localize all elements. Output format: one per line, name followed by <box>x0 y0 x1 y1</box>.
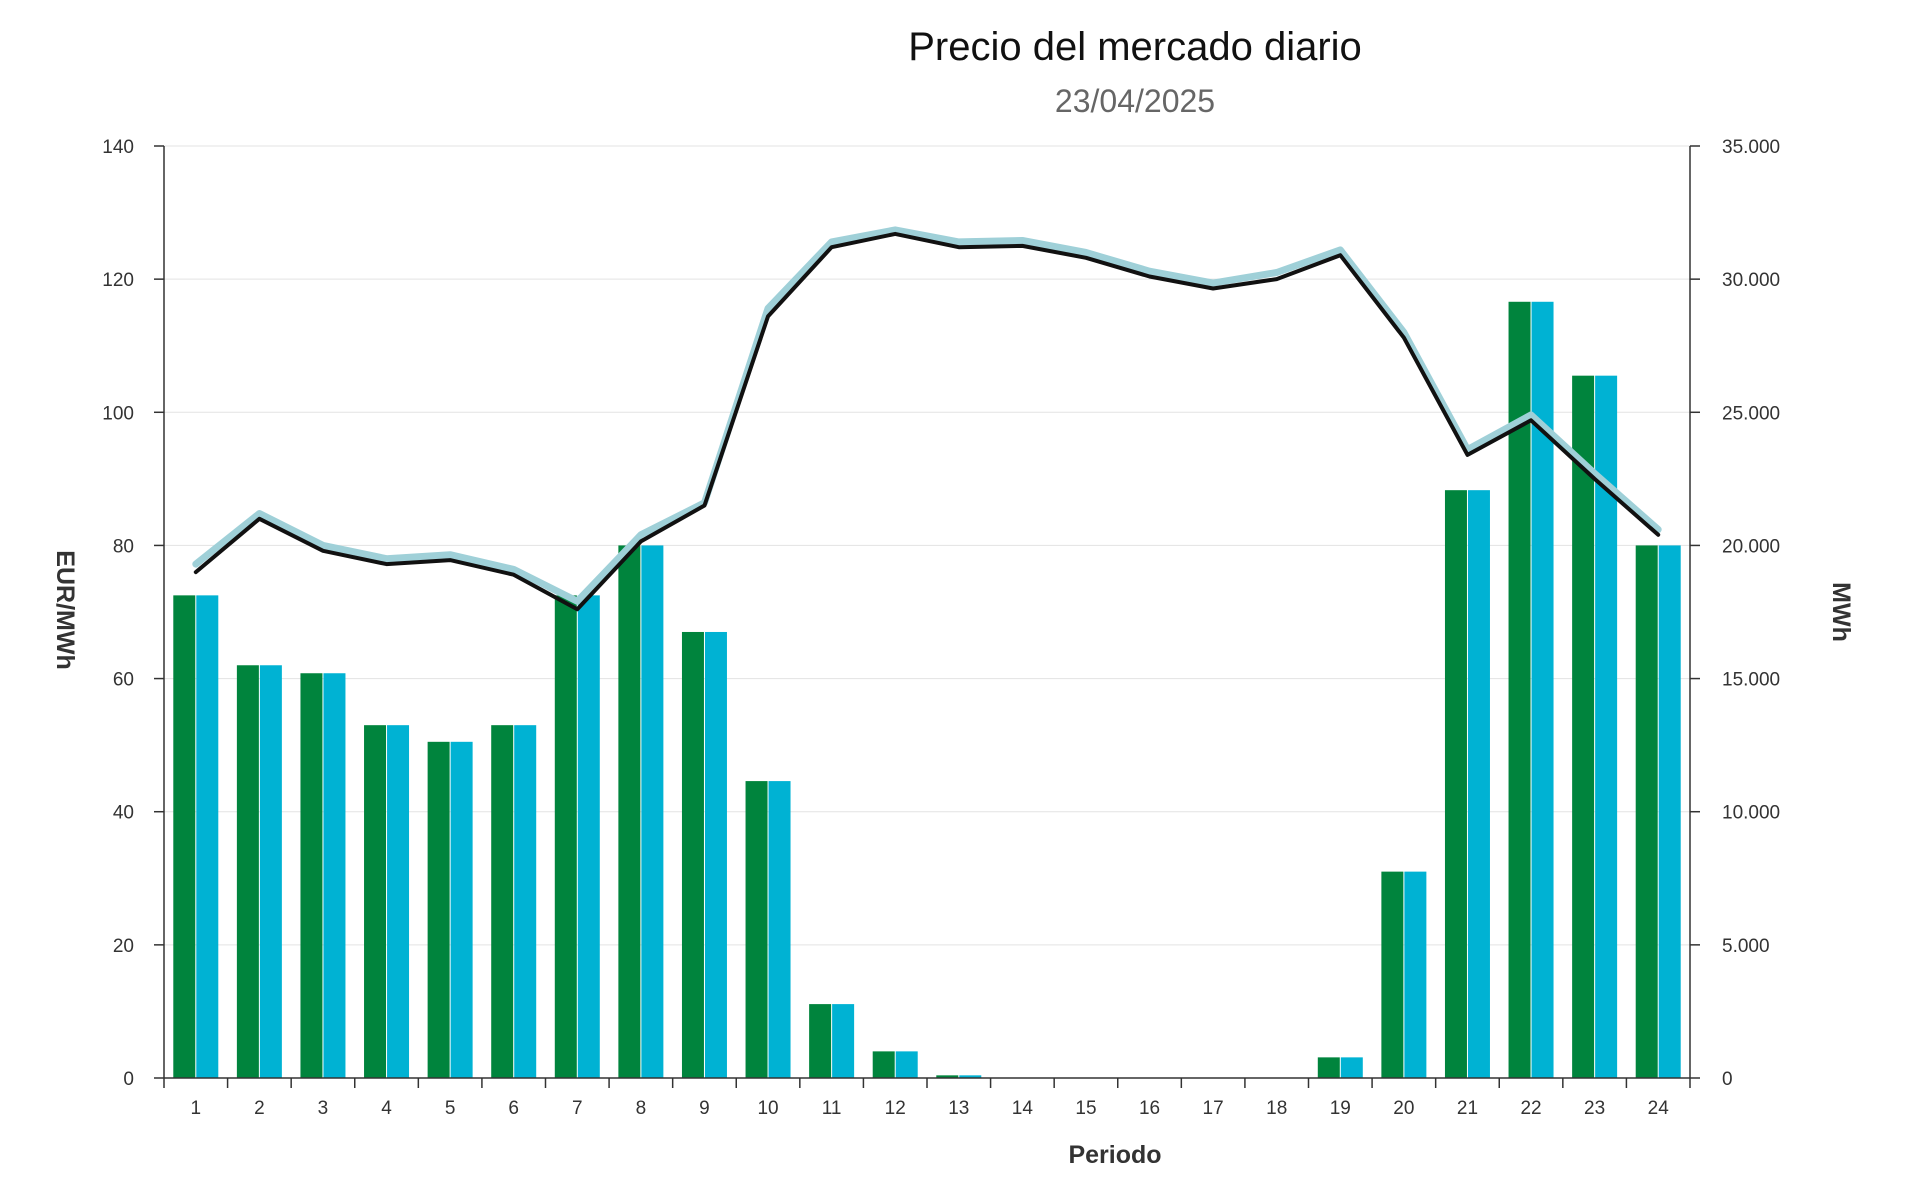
bar-series-1-period-24 <box>1658 545 1681 1078</box>
bar-series-0-period-7 <box>554 595 577 1078</box>
bar-series-1-period-20 <box>1404 871 1427 1078</box>
x-tick-label: 8 <box>636 1098 647 1119</box>
line-series-3 <box>192 226 1662 605</box>
bar-series-1-period-6 <box>514 725 537 1078</box>
x-tick-label: 15 <box>1075 1098 1096 1119</box>
x-tick-label: 9 <box>699 1098 710 1119</box>
y-tick-label: 20 <box>113 936 134 957</box>
x-tick-label: 17 <box>1203 1098 1224 1119</box>
y-tick-label: 80 <box>113 536 134 557</box>
line-layer <box>192 226 1662 612</box>
y-tick-label: 120 <box>102 270 134 291</box>
bar-series-0-period-12 <box>872 1051 895 1078</box>
bar-layer <box>173 301 1681 1079</box>
x-tick-label: 23 <box>1584 1098 1605 1119</box>
bar-series-0-period-24 <box>1635 545 1658 1078</box>
x-tick-label: 3 <box>318 1098 329 1119</box>
bar-series-0-period-21 <box>1444 490 1467 1078</box>
bar-series-0-period-2 <box>236 665 259 1078</box>
x-tick-label: 10 <box>757 1098 778 1119</box>
bar-series-1-period-1 <box>196 595 219 1078</box>
x-tick-label: 13 <box>948 1098 969 1119</box>
y-tick-label: 140 <box>102 137 134 158</box>
bar-series-1-period-7 <box>577 595 600 1078</box>
axis-layer: 02040608010012014005.00010.00015.00020.0… <box>102 137 1780 1119</box>
y2-tick-label: 30.000 <box>1722 270 1780 291</box>
bar-series-0-period-1 <box>173 595 196 1078</box>
line-series-2 <box>193 231 1661 612</box>
bar-series-1-period-10 <box>768 781 791 1078</box>
x-tick-label: 16 <box>1139 1098 1160 1119</box>
x-tick-label: 4 <box>381 1098 392 1119</box>
bar-series-0-period-3 <box>300 673 323 1078</box>
x-tick-label: 20 <box>1393 1098 1414 1119</box>
x-tick-label: 22 <box>1520 1098 1541 1119</box>
x-tick-label: 21 <box>1457 1098 1478 1119</box>
bar-series-1-period-23 <box>1595 375 1618 1079</box>
bar-series-0-period-4 <box>364 725 387 1078</box>
bar-series-0-period-13 <box>936 1075 959 1078</box>
bar-series-1-period-19 <box>1340 1057 1363 1078</box>
y2-axis-title: MWh <box>1827 582 1855 642</box>
bar-series-0-period-11 <box>809 1004 832 1078</box>
y2-tick-label: 25.000 <box>1722 403 1780 424</box>
x-tick-label: 14 <box>1012 1098 1034 1119</box>
bar-series-1-period-21 <box>1467 490 1490 1078</box>
bar-series-1-period-22 <box>1531 301 1554 1079</box>
bar-series-1-period-2 <box>259 665 282 1078</box>
bar-series-1-period-8 <box>641 545 664 1078</box>
bar-series-1-period-11 <box>832 1004 855 1078</box>
y-tick-label: 0 <box>123 1069 134 1090</box>
chart-subtitle: 23/04/2025 <box>1055 83 1215 119</box>
x-tick-label: 19 <box>1330 1098 1351 1119</box>
grid-layer <box>164 145 1690 946</box>
x-tick-label: 5 <box>445 1098 456 1119</box>
bar-series-1-period-4 <box>387 725 410 1078</box>
x-tick-label: 6 <box>508 1098 519 1119</box>
x-tick-label: 2 <box>254 1098 265 1119</box>
x-tick-label: 7 <box>572 1098 583 1119</box>
y2-tick-label: 15.000 <box>1722 670 1780 691</box>
bar-series-1-period-13 <box>959 1075 982 1078</box>
bar-series-0-period-8 <box>618 545 641 1078</box>
y2-tick-label: 10.000 <box>1722 803 1780 824</box>
x-tick-label: 18 <box>1266 1098 1287 1119</box>
y2-tick-label: 0 <box>1722 1069 1733 1090</box>
bar-series-0-period-10 <box>745 781 768 1078</box>
bar-series-1-period-9 <box>704 631 727 1078</box>
x-tick-label: 24 <box>1648 1098 1670 1119</box>
y-tick-label: 40 <box>113 803 134 824</box>
bar-series-1-period-12 <box>895 1051 918 1078</box>
bar-series-0-period-20 <box>1381 871 1404 1078</box>
bar-series-1-period-5 <box>450 741 473 1078</box>
x-tick-label: 1 <box>191 1098 202 1119</box>
bar-series-1-period-3 <box>323 673 346 1078</box>
bar-series-0-period-22 <box>1508 301 1531 1079</box>
bar-series-0-period-23 <box>1572 375 1595 1079</box>
x-axis-title: Periodo <box>1068 1141 1161 1169</box>
bar-series-0-period-19 <box>1317 1057 1340 1078</box>
y2-tick-label: 5.000 <box>1722 936 1770 957</box>
bar-series-0-period-6 <box>491 725 514 1078</box>
y-axis-title: EUR/MWh <box>51 550 79 669</box>
y2-tick-label: 20.000 <box>1722 536 1780 557</box>
y2-tick-label: 35.000 <box>1722 137 1780 158</box>
y-tick-label: 60 <box>113 670 134 691</box>
y-tick-label: 100 <box>102 403 134 424</box>
x-tick-label: 11 <box>822 1098 842 1119</box>
x-tick-label: 12 <box>885 1098 906 1119</box>
bar-series-0-period-5 <box>427 741 450 1078</box>
chart-title: Precio del mercado diario <box>908 25 1362 69</box>
bar-series-0-period-9 <box>681 631 704 1078</box>
